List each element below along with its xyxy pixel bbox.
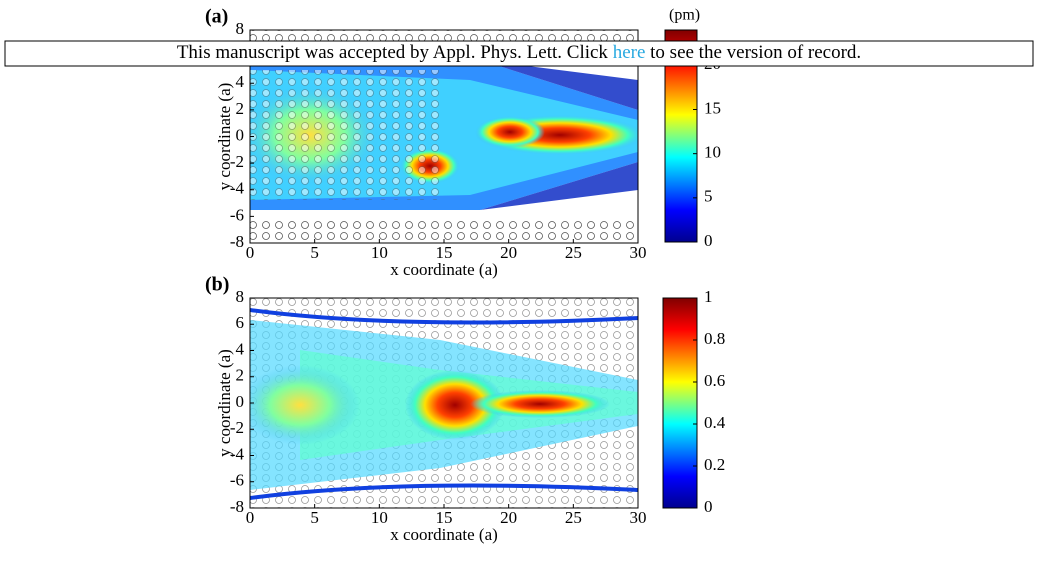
colorbar-tick-label: 0 (704, 231, 713, 250)
banner: This manuscript was accepted by Appl. Ph… (177, 42, 861, 63)
x-tick-label: 10 (371, 243, 388, 262)
x-tick-label: 20 (500, 243, 517, 262)
y-tick-label: 4 (236, 72, 245, 91)
x-tick-label: 5 (310, 243, 319, 262)
colorbar-tick-label: 10 (704, 143, 721, 162)
colorbar-tick-label: 0.4 (704, 413, 726, 432)
panel-label: (b) (205, 274, 229, 296)
colorbar-tick-label: 0.2 (704, 455, 725, 474)
y-tick-label: 8 (236, 19, 245, 38)
colorbar-tick-label: 5 (704, 187, 713, 206)
y-tick-label: 6 (236, 313, 245, 332)
x-tick-label: 25 (565, 508, 582, 527)
colorbar-b (662, 297, 698, 509)
banner-box (4, 40, 1034, 67)
y-tick-label: -4 (230, 179, 245, 198)
x-tick-label: 20 (500, 508, 517, 527)
x-tick-label: 10 (371, 508, 388, 527)
x-axis-label: x coordinate (a) (390, 260, 498, 279)
y-tick-label: 8 (236, 287, 245, 306)
colorbar-tick-label: 0.6 (704, 371, 725, 390)
x-tick-label: 0 (246, 508, 255, 527)
colorbar-tick-label: 15 (704, 98, 721, 117)
y-tick-label: -2 (230, 418, 244, 437)
banner-link[interactable]: here (613, 42, 646, 63)
y-tick-label: -6 (230, 471, 244, 490)
colorbar-tick-label: 0.8 (704, 329, 725, 348)
y-tick-label: -4 (230, 444, 245, 463)
field-b (250, 298, 638, 508)
colorbar-tick-label: 0 (704, 497, 713, 516)
x-tick-label: 0 (246, 243, 255, 262)
y-tick-label: 0 (236, 125, 245, 144)
y-tick-label: 2 (236, 99, 245, 118)
banner-text: This manuscript was accepted by Appl. Ph… (177, 42, 613, 63)
x-tick-label: 30 (630, 508, 647, 527)
x-tick-label: 25 (565, 243, 582, 262)
x-tick-label: 5 (310, 508, 319, 527)
y-axis-label: y coordinate (a) (215, 83, 234, 191)
y-tick-label: 0 (236, 392, 245, 411)
banner-text: to see the version of record. (645, 42, 861, 63)
colorbar-unit: (pm) (669, 7, 700, 24)
colorbar-tick-label: 1 (704, 287, 713, 306)
y-tick-label: 4 (236, 339, 245, 358)
x-tick-label: 30 (630, 243, 647, 262)
x-tick-label: 15 (436, 508, 453, 527)
y-tick-label: 2 (236, 366, 245, 385)
x-tick-label: 15 (436, 243, 453, 262)
y-tick-label: -8 (230, 232, 244, 251)
y-axis-label: y coordinate (a) (215, 349, 234, 457)
y-tick-label: -8 (230, 497, 244, 516)
y-tick-label: -2 (230, 152, 244, 171)
y-tick-label: -6 (230, 205, 244, 224)
panel-label: (a) (205, 6, 228, 28)
x-axis-label: x coordinate (a) (390, 525, 498, 544)
